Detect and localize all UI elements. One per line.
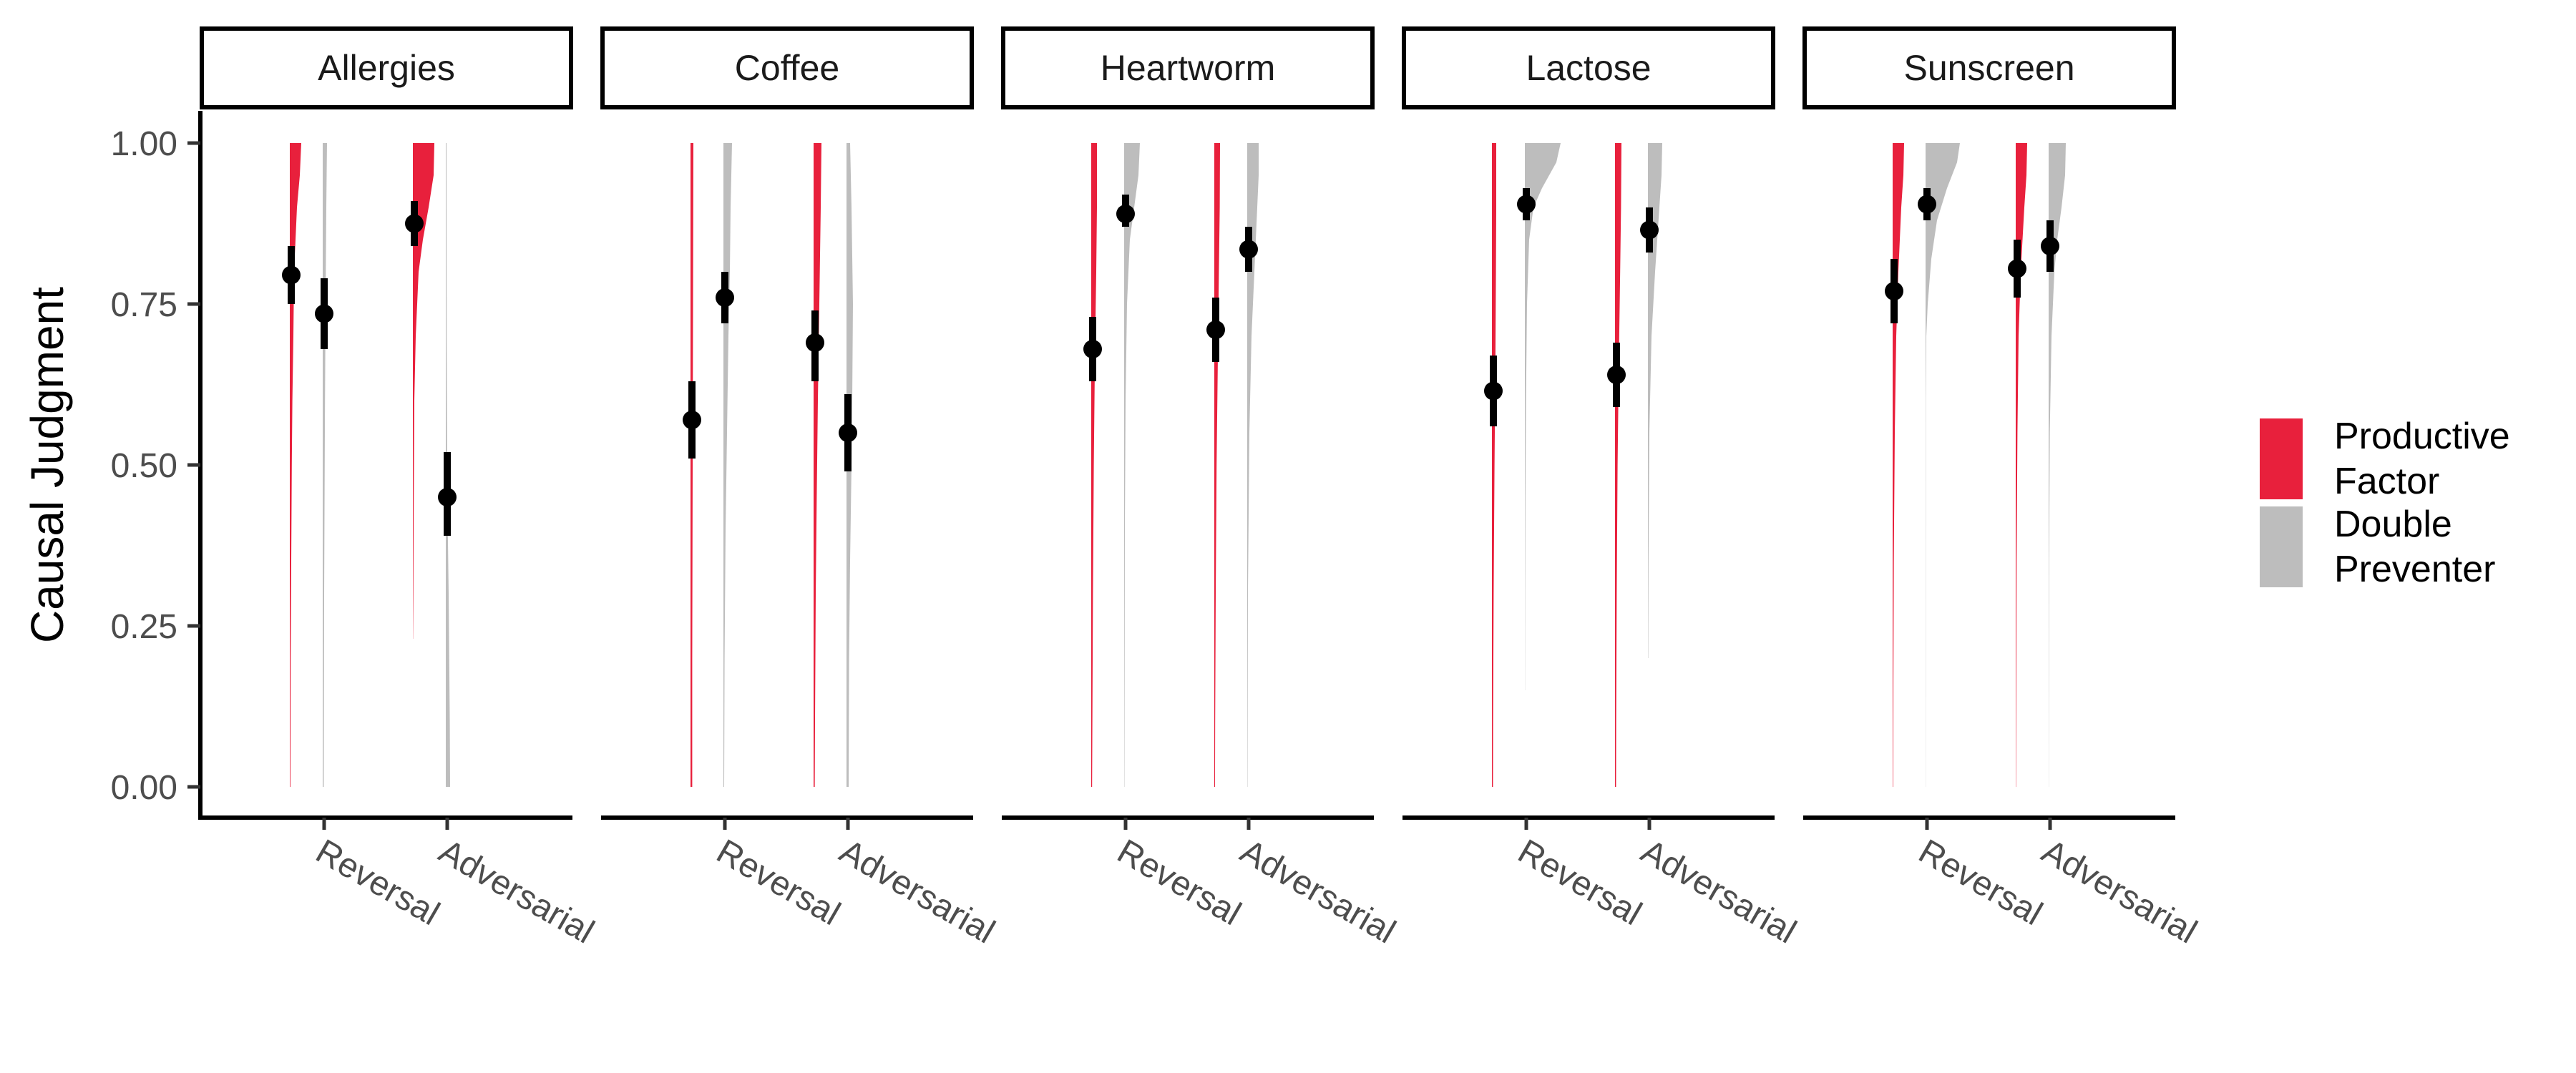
legend-label: Productive — [2334, 416, 2510, 457]
y-tick-label: 1.00 — [111, 125, 177, 163]
mean-point — [1484, 381, 1503, 401]
mean-point — [1239, 240, 1258, 259]
mean-point — [1517, 195, 1536, 214]
density-cloud-reversal-productive — [1893, 143, 1904, 787]
x-tick-label: Reversal — [1913, 833, 2049, 934]
mean-point — [2008, 259, 2026, 278]
density-cloud-reversal-productive — [290, 143, 301, 787]
x-tick-label: Reversal — [1512, 833, 1649, 934]
facet-label: Heartworm — [1101, 48, 1275, 88]
mean-point — [1885, 282, 1903, 300]
mean-point — [1116, 205, 1135, 223]
facet-strip — [600, 26, 974, 109]
density-cloud-adversarial-double — [2049, 143, 2066, 787]
density-cloud-adversarial-double — [446, 143, 450, 787]
mean-point — [405, 214, 424, 233]
mean-point — [806, 333, 824, 352]
facet-label: Coffee — [735, 48, 839, 88]
mean-point — [839, 423, 857, 442]
x-tick-label: Adversarial — [1234, 833, 1402, 951]
density-cloud-reversal-double — [1525, 143, 1561, 690]
mean-point — [1640, 220, 1659, 240]
x-tick-label: Adversarial — [433, 833, 600, 951]
facet-label: Allergies — [318, 48, 455, 88]
legend-swatch — [2260, 418, 2303, 499]
density-cloud-adversarial-double — [1648, 143, 1662, 658]
density-cloud-reversal-double — [1926, 143, 1960, 787]
mean-point — [2041, 237, 2059, 255]
x-tick-label: Reversal — [1111, 833, 1248, 934]
y-tick-label: 0.00 — [111, 769, 177, 807]
density-cloud-adversarial-productive — [814, 143, 821, 787]
density-cloud-reversal-double — [323, 143, 327, 787]
density-cloud-reversal-double — [1124, 143, 1140, 787]
x-tick-label: Adversarial — [1635, 833, 1802, 951]
density-cloud-adversarial-productive — [1214, 143, 1220, 787]
legend-label: Double — [2334, 504, 2452, 545]
mean-point — [1918, 195, 1936, 214]
facet-strip — [1001, 26, 1375, 109]
mean-point — [716, 288, 734, 307]
x-tick-label: Adversarial — [834, 833, 1001, 951]
facet-label: Sunscreen — [1903, 48, 2074, 88]
density-cloud-adversarial-productive — [1615, 143, 1621, 787]
legend-label: Factor — [2334, 461, 2439, 502]
mean-point — [1607, 366, 1626, 384]
density-cloud-adversarial-double — [1247, 143, 1259, 787]
facets-layer: AllergiesReversalAdversarialCoffeeRevers… — [200, 26, 2203, 951]
facet-label: Lactose — [1526, 48, 1651, 88]
density-cloud-adversarial-productive — [413, 143, 434, 639]
mean-point — [315, 304, 333, 323]
x-tick-label: Adversarial — [2036, 833, 2203, 951]
legend-swatch — [2260, 506, 2303, 587]
x-tick-label: Reversal — [310, 833, 447, 934]
facet-strip — [1402, 26, 1775, 109]
density-cloud-reversal-double — [723, 143, 732, 787]
density-cloud-adversarial-productive — [2016, 143, 2027, 787]
mean-point — [282, 265, 301, 285]
y-tick-label: 0.25 — [111, 608, 177, 646]
mean-point — [438, 488, 457, 506]
density-cloud-reversal-productive — [1091, 143, 1097, 787]
legend-label: Preventer — [2334, 549, 2495, 590]
y-axis-title: Causal Judgment — [21, 287, 73, 643]
x-tick-label: Reversal — [711, 833, 847, 934]
density-cloud-reversal-productive — [691, 143, 693, 787]
facet-strip — [1802, 26, 2176, 109]
y-tick-label: 0.50 — [111, 447, 177, 485]
mean-point — [1083, 340, 1102, 358]
y-axis: 0.00 0.25 0.50 0.75 1.00 — [111, 111, 203, 820]
density-cloud-reversal-productive — [1492, 143, 1496, 787]
facet-strip — [200, 26, 573, 109]
y-tick-label: 0.75 — [111, 286, 177, 324]
mean-point — [683, 411, 701, 429]
mean-point — [1206, 320, 1225, 339]
